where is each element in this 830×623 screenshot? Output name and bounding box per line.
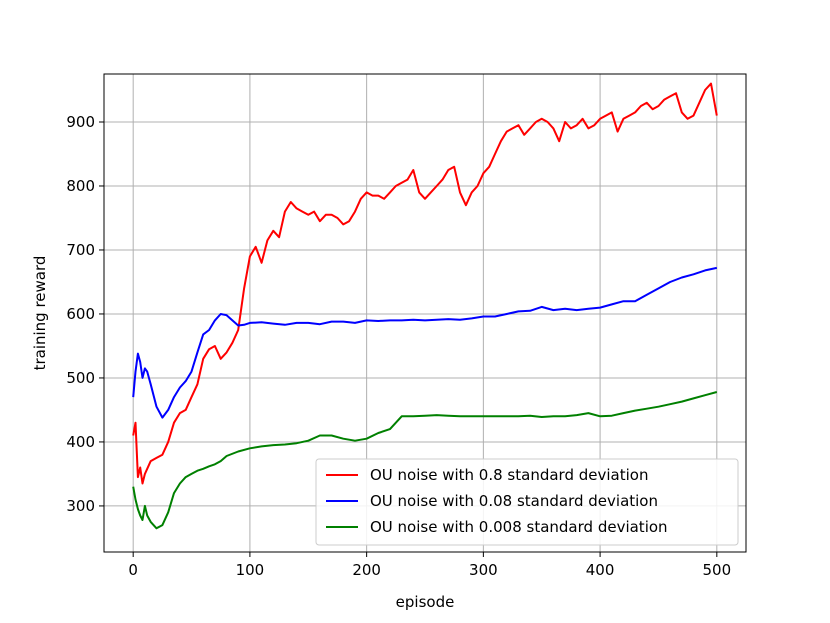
y-tick-label: 500 <box>66 369 95 387</box>
legend-box <box>315 458 739 546</box>
y-tick-label: 600 <box>66 305 95 323</box>
legend-label: OU noise with 0.08 standard deviation <box>370 492 658 510</box>
series-line-1 <box>132 82 718 485</box>
x-tick-label: 400 <box>586 561 615 579</box>
y-tick-label: 400 <box>66 433 95 451</box>
x-tick-label: 300 <box>469 561 498 579</box>
x-tick-label: 500 <box>702 561 731 579</box>
legend-label: OU noise with 0.8 standard deviation <box>370 466 648 484</box>
series-group <box>132 82 718 530</box>
y-tick-label: 300 <box>66 497 95 515</box>
legend-label: OU noise with 0.008 standard deviation <box>370 518 668 536</box>
series-line-3 <box>132 391 718 530</box>
axis-ticks: 0 100 200 300 400 500 300 400 500 600 700 800 900 <box>66 113 731 579</box>
series-line-2 <box>132 266 718 419</box>
x-tick-label: 100 <box>236 561 265 579</box>
y-tick-label: 800 <box>66 177 95 195</box>
plot-frame <box>103 73 747 553</box>
x-axis-label: episode <box>396 593 455 611</box>
x-tick-label: 0 <box>128 561 138 579</box>
x-tick-label: 200 <box>352 561 381 579</box>
y-tick-label: 700 <box>66 241 95 259</box>
grid-lines <box>104 74 746 552</box>
y-tick-label: 900 <box>66 113 95 131</box>
y-axis-label: training reward <box>31 256 49 371</box>
legend: OU noise with 0.8 standard deviation OU n… <box>315 458 739 546</box>
